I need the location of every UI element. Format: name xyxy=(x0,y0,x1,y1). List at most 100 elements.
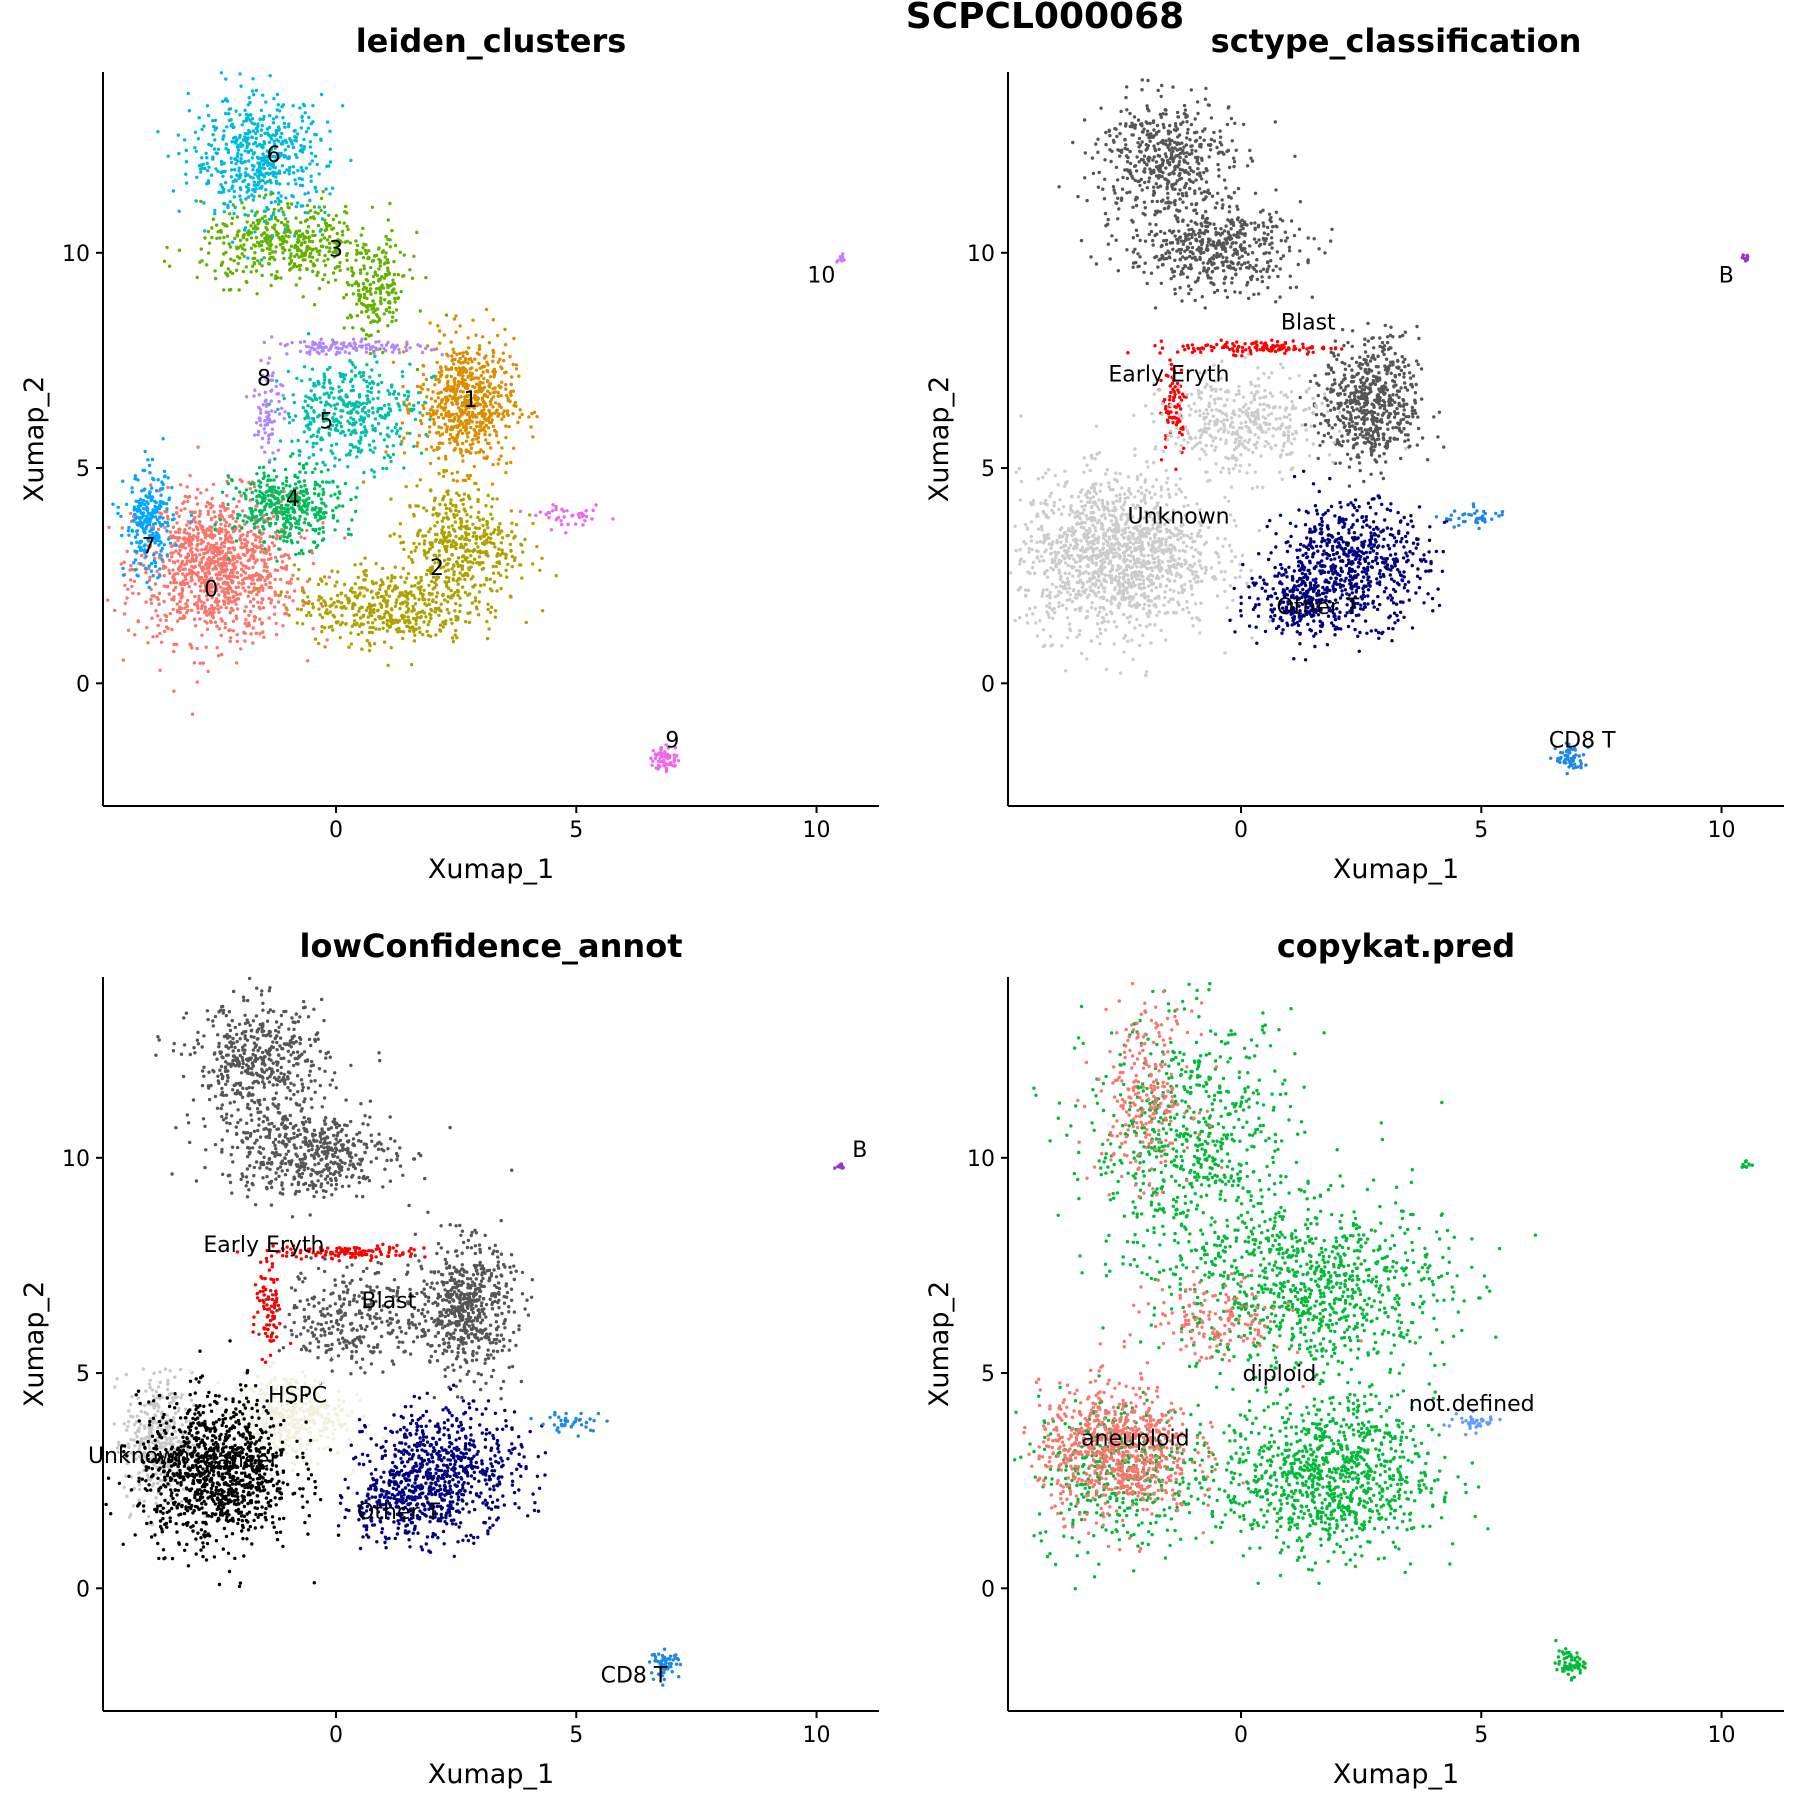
point xyxy=(308,377,312,382)
point xyxy=(188,510,193,514)
point xyxy=(438,623,443,627)
point xyxy=(472,464,476,469)
point xyxy=(208,563,212,567)
point xyxy=(363,433,367,437)
point xyxy=(436,391,440,396)
point xyxy=(266,179,270,184)
point xyxy=(243,589,247,593)
point xyxy=(284,479,289,483)
point xyxy=(247,590,251,594)
point xyxy=(429,489,433,493)
point xyxy=(461,354,465,358)
point xyxy=(254,514,259,519)
point xyxy=(198,167,203,171)
point xyxy=(333,278,338,282)
point xyxy=(331,513,336,518)
point xyxy=(232,211,236,216)
point xyxy=(166,485,170,490)
point xyxy=(134,529,139,533)
point xyxy=(417,626,421,630)
point xyxy=(189,575,194,580)
point xyxy=(156,527,161,531)
point xyxy=(443,598,447,602)
point xyxy=(235,215,240,219)
point xyxy=(228,270,233,274)
point xyxy=(162,469,167,473)
point xyxy=(224,77,228,81)
point xyxy=(314,189,319,194)
point xyxy=(436,396,440,400)
point xyxy=(255,240,260,244)
point xyxy=(240,526,244,530)
point xyxy=(287,421,292,425)
point xyxy=(156,623,160,628)
point xyxy=(402,402,406,407)
point xyxy=(331,226,336,230)
point xyxy=(274,181,279,185)
point xyxy=(263,578,267,583)
point xyxy=(394,318,398,323)
point xyxy=(483,429,487,433)
point xyxy=(469,505,473,509)
point xyxy=(353,428,357,432)
point xyxy=(262,231,267,235)
point xyxy=(227,596,232,600)
point xyxy=(144,524,149,529)
point xyxy=(300,183,305,188)
point xyxy=(458,423,462,427)
point xyxy=(313,154,318,158)
point xyxy=(129,511,133,516)
point xyxy=(272,502,277,507)
point xyxy=(219,263,224,267)
point xyxy=(390,383,394,387)
point xyxy=(364,243,368,247)
point xyxy=(347,351,351,355)
point xyxy=(336,519,340,523)
point xyxy=(370,205,375,209)
point xyxy=(328,147,332,151)
point xyxy=(131,518,136,523)
point xyxy=(213,620,218,624)
point xyxy=(344,594,348,598)
point xyxy=(198,617,202,621)
point xyxy=(445,540,450,544)
point xyxy=(219,230,223,234)
point xyxy=(252,183,256,187)
point xyxy=(229,175,234,179)
point xyxy=(309,179,313,183)
point xyxy=(192,617,197,621)
point xyxy=(444,469,449,473)
point xyxy=(300,114,304,119)
point xyxy=(392,272,397,277)
point xyxy=(276,486,281,490)
point xyxy=(343,350,347,354)
point xyxy=(121,658,126,662)
point xyxy=(278,536,282,541)
point xyxy=(373,446,377,450)
point xyxy=(129,541,134,545)
point xyxy=(199,588,203,593)
point xyxy=(126,628,131,632)
point xyxy=(364,350,369,354)
point xyxy=(425,412,429,416)
point xyxy=(161,437,165,441)
point xyxy=(229,156,233,160)
point xyxy=(213,138,217,142)
point xyxy=(416,533,420,538)
point xyxy=(253,172,257,176)
point xyxy=(174,642,179,647)
point xyxy=(449,340,453,344)
point xyxy=(492,541,496,546)
point xyxy=(246,530,250,535)
point xyxy=(199,599,203,604)
point xyxy=(317,492,321,496)
point xyxy=(160,558,164,562)
point xyxy=(277,510,281,514)
point xyxy=(206,587,211,591)
point xyxy=(328,192,332,196)
point xyxy=(251,168,255,172)
point xyxy=(209,584,213,589)
point xyxy=(458,389,463,393)
point xyxy=(421,363,425,368)
point xyxy=(184,160,189,164)
